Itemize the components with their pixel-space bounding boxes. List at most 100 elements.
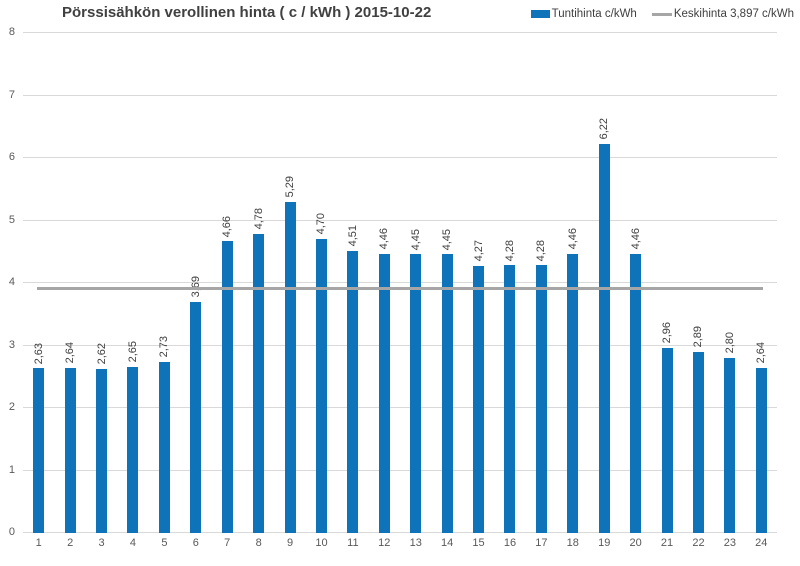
gridline	[23, 94, 777, 96]
y-axis-tick-label: 8	[8, 26, 15, 38]
bar-value-label: 4,66	[221, 215, 234, 238]
x-axis-tick-label: 15	[472, 537, 485, 549]
bar	[190, 301, 202, 533]
x-axis-tick-label: 22	[692, 537, 705, 549]
bar	[567, 253, 579, 533]
bar-value-label: 2,64	[64, 342, 77, 364]
bar-value-label: 4,28	[535, 239, 548, 261]
bar	[724, 357, 736, 533]
x-axis-tick-label: 9	[286, 537, 294, 549]
bar	[33, 368, 45, 533]
gridline	[23, 532, 777, 533]
bar-value-label: 4,27	[472, 240, 485, 262]
chart-title: Pörssisähkön verollinen hinta ( c / kWh …	[62, 4, 432, 21]
x-axis-tick-label: 3	[98, 537, 105, 549]
x-axis-tick-label: 14	[441, 537, 454, 549]
bar	[473, 265, 485, 533]
gridline	[23, 282, 777, 283]
y-axis-tick-label: 6	[8, 151, 15, 163]
bar-value-label: 2,80	[723, 332, 736, 354]
x-axis-tick-label: 13	[409, 537, 422, 549]
bar	[504, 265, 516, 533]
bar	[221, 241, 233, 533]
bar-value-label: 4,46	[629, 228, 642, 250]
bar	[410, 254, 422, 533]
y-axis-tick-label: 5	[8, 213, 15, 226]
gridline	[23, 157, 777, 158]
bar-value-label: 5,29	[284, 176, 297, 198]
x-axis-tick-label: 21	[660, 537, 674, 549]
x-axis-tick-label: 12	[378, 537, 391, 549]
y-axis-tick-label: 0	[8, 526, 15, 538]
bar	[692, 351, 704, 533]
legend-item-hourly-price: Tuntihinta c/kWh	[530, 8, 637, 20]
bar-value-label: 2,73	[158, 336, 171, 358]
bar-value-label: 4,45	[409, 228, 422, 251]
legend-item-average-price: Keskihinta 3,897 c/kWh	[651, 8, 794, 20]
y-axis-tick-label: 1	[8, 463, 15, 476]
x-axis-tick-label: 4	[129, 537, 137, 549]
bar	[441, 254, 453, 533]
bar-value-label: 2,89	[692, 326, 705, 348]
x-axis-tick-label: 10	[315, 537, 328, 549]
x-axis-tick-label: 17	[535, 537, 548, 549]
bar-value-label: 2,65	[126, 341, 139, 363]
legend-label-hourly-price: Tuntihinta c/kWh	[551, 8, 637, 20]
x-axis-tick-label: 16	[503, 537, 517, 549]
bar-value-label: 4,28	[503, 239, 516, 261]
bar-value-label: 4,46	[566, 228, 579, 250]
x-axis-tick-label: 1	[35, 537, 42, 549]
x-axis-tick-label: 20	[629, 537, 642, 549]
x-axis-tick-label: 5	[161, 537, 168, 549]
bar-value-label: 2,64	[755, 342, 768, 364]
x-axis-tick-label: 19	[598, 537, 611, 549]
bar-value-label: 4,45	[441, 228, 454, 251]
gridline	[23, 219, 777, 221]
bar-value-label: 4,51	[346, 225, 359, 247]
legend-label-average-price: Keskihinta 3,897 c/kWh	[673, 8, 794, 20]
bar-value-label: 2,96	[661, 322, 674, 344]
gridline	[23, 344, 777, 346]
average-line	[36, 287, 764, 291]
x-axis-tick-label: 6	[192, 537, 199, 549]
bar	[535, 265, 547, 533]
bar-value-label: 4,70	[315, 213, 328, 235]
x-axis-tick-label: 24	[755, 537, 768, 549]
bar	[347, 250, 359, 533]
gridline	[23, 32, 777, 33]
bar-value-label: 2,62	[95, 343, 108, 365]
bar	[284, 201, 296, 533]
bar	[755, 367, 767, 533]
gridline	[23, 469, 777, 471]
bar-value-label: 4,46	[378, 228, 391, 250]
x-axis-tick-label: 7	[224, 537, 231, 549]
x-axis-tick-label: 2	[67, 537, 74, 549]
bar	[127, 366, 139, 533]
bar	[96, 368, 108, 533]
x-axis-tick-label: 8	[255, 537, 262, 549]
x-axis-tick-label: 23	[723, 537, 736, 549]
bar	[661, 347, 673, 533]
bar	[253, 233, 265, 533]
bar-value-label: 4,78	[252, 208, 265, 230]
bar-value-label: 2,63	[32, 342, 45, 365]
gridline	[23, 407, 777, 408]
y-axis-tick-label: 2	[8, 401, 15, 413]
y-axis-tick-label: 7	[8, 88, 15, 101]
bar	[315, 238, 327, 533]
average-line-swatch-icon	[651, 12, 672, 16]
bar	[598, 143, 610, 533]
x-axis-tick-label: 18	[566, 537, 579, 549]
bar-value-label: 6,22	[598, 118, 611, 140]
chart-legend: Tuntihinta c/kWh Keskihinta 3,897 c/kWh	[530, 8, 794, 20]
bar	[158, 361, 170, 533]
bar	[64, 367, 76, 533]
bar	[630, 253, 642, 533]
bar-series-swatch-icon	[530, 10, 550, 18]
y-axis-tick-label: 3	[8, 338, 15, 351]
x-axis-tick-label: 11	[347, 537, 359, 549]
bar	[378, 253, 390, 533]
y-axis-tick-label: 4	[8, 276, 15, 288]
